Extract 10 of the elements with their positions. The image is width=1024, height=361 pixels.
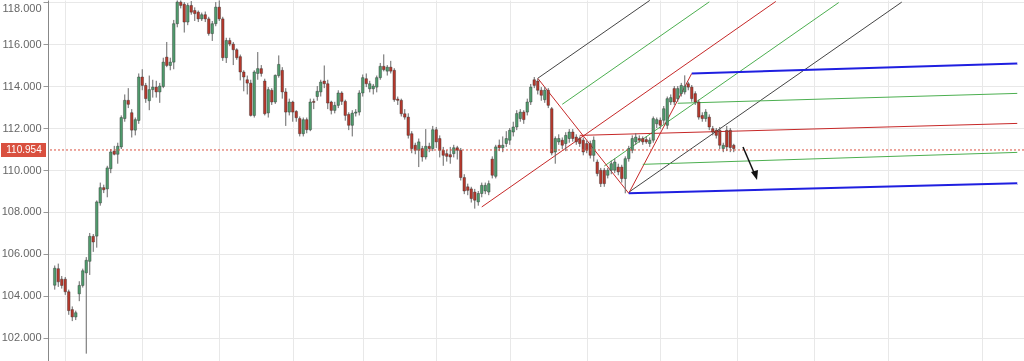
y-tick-label: 108.000 [1,205,42,218]
y-tick-label: 104.000 [1,289,42,302]
y-tick-label: 102.000 [1,331,42,344]
y-tick-label: 116.000 [2,37,42,50]
ref-line-label: 110.954 [6,143,43,155]
y-tick-label: 114.000 [2,79,42,92]
y-tick-label: 112.000 [2,121,42,134]
y-tick-label: 110.000 [2,163,42,176]
y-tick-label: 106.000 [1,247,42,260]
y-tick-label: 118.000 [2,1,42,14]
